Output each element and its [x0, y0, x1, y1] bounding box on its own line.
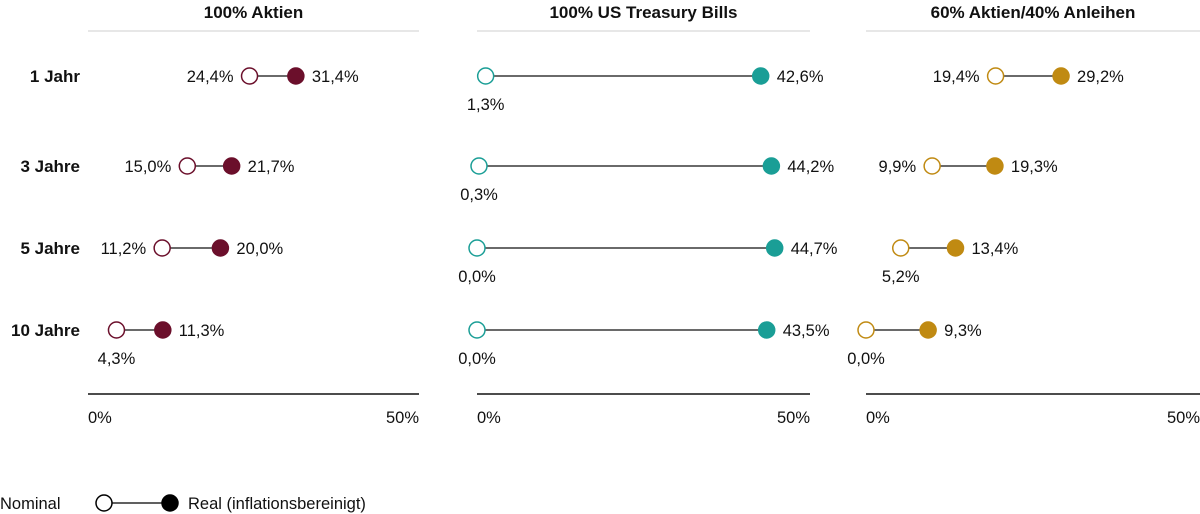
real-point — [211, 239, 230, 257]
nominal-point — [923, 157, 941, 175]
nominal-value-label: 1,3% — [467, 96, 505, 114]
panel-title: 60% Aktien/40% Anleihen — [931, 3, 1136, 22]
row-label: 10 Jahre — [11, 321, 80, 340]
real-value-label: 43,5% — [783, 322, 830, 340]
legend-nominal-point — [95, 494, 113, 512]
nominal-value-label: 9,9% — [879, 158, 917, 176]
row-label: 5 Jahre — [20, 239, 80, 258]
real-point — [986, 157, 1004, 175]
tick-label: 0% — [88, 409, 112, 427]
real-value-label: 42,6% — [777, 68, 824, 86]
tick-label: 0% — [866, 409, 890, 427]
real-value-label: 44,7% — [791, 240, 838, 258]
real-point — [946, 239, 965, 257]
nominal-value-label: 11,2% — [101, 240, 147, 258]
legend-nominal-label: Nominal — [0, 495, 61, 513]
real-point — [765, 239, 784, 257]
nominal-value-label: 5,2% — [882, 268, 920, 286]
real-value-label: 19,3% — [1011, 158, 1058, 176]
nominal-value-label: 19,4% — [933, 68, 980, 86]
tick-label: 50% — [386, 409, 419, 427]
real-point — [762, 157, 781, 175]
real-value-label: 20,0% — [236, 240, 283, 258]
real-point — [154, 321, 172, 339]
real-value-label: 13,4% — [972, 240, 1019, 258]
nominal-point — [178, 157, 197, 175]
tick-label: 0% — [477, 409, 501, 427]
panel-title: 100% US Treasury Bills — [549, 3, 737, 22]
nominal-point — [470, 157, 488, 175]
real-point — [757, 321, 776, 339]
nominal-point — [891, 239, 910, 257]
nominal-point — [240, 67, 259, 85]
row-label: 1 Jahr — [30, 67, 80, 86]
nominal-value-label: 0,3% — [460, 186, 498, 204]
real-point — [751, 67, 770, 85]
row-label: 3 Jahre — [20, 157, 80, 176]
nominal-value-label: 0,0% — [458, 268, 496, 286]
real-value-label: 9,3% — [944, 322, 982, 340]
real-value-label: 29,2% — [1077, 68, 1124, 86]
nominal-value-label: 4,3% — [98, 350, 136, 368]
legend-real-label: Real (inflationsbereinigt) — [188, 495, 366, 513]
real-value-label: 44,2% — [787, 158, 834, 176]
tick-label: 50% — [1167, 409, 1200, 427]
nominal-point — [468, 239, 486, 257]
nominal-point — [476, 67, 495, 85]
nominal-value-label: 15,0% — [125, 158, 172, 176]
real-value-label: 11,3% — [179, 322, 225, 340]
tick-label: 50% — [777, 409, 810, 427]
nominal-point — [857, 321, 875, 339]
real-point — [287, 67, 305, 85]
real-value-label: 21,7% — [248, 158, 295, 176]
real-value-label: 31,4% — [312, 68, 359, 86]
nominal-value-label: 0,0% — [847, 350, 885, 368]
nominal-point — [107, 321, 126, 339]
nominal-value-label: 24,4% — [187, 68, 234, 86]
real-point — [1052, 67, 1070, 85]
nominal-point — [468, 321, 486, 339]
nominal-point — [153, 239, 171, 257]
nominal-point — [986, 67, 1005, 85]
real-point — [919, 321, 937, 339]
legend-real-point — [161, 494, 179, 512]
panel-title: 100% Aktien — [204, 3, 304, 22]
nominal-value-label: 0,0% — [458, 350, 496, 368]
real-point — [222, 157, 241, 175]
